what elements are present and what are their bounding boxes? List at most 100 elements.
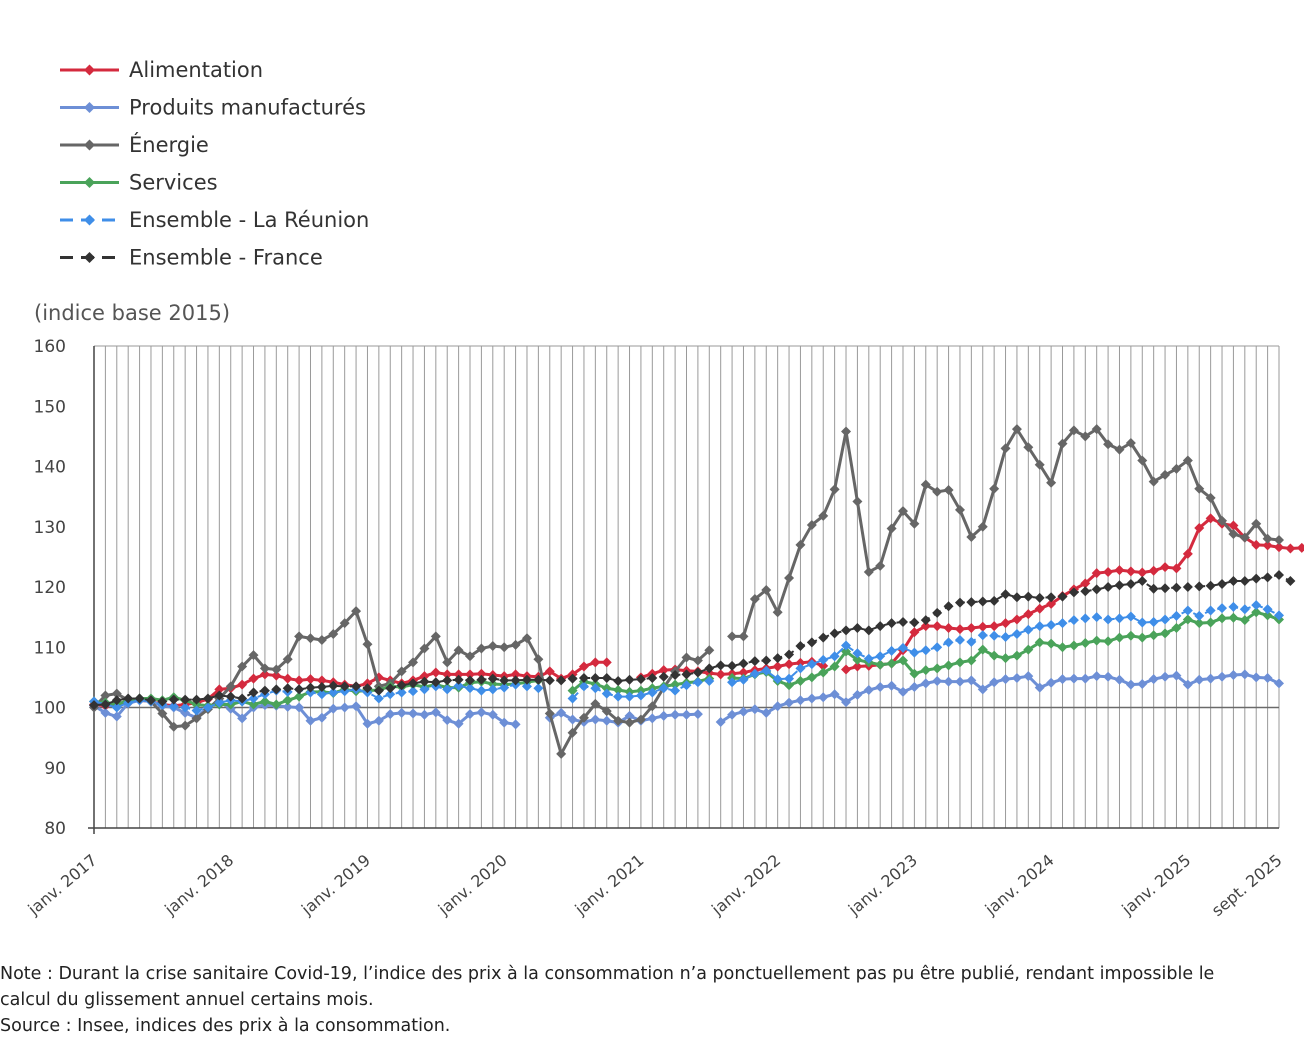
data-point-marker: [1114, 674, 1125, 685]
data-point-marker: [692, 677, 703, 688]
data-point-marker: [180, 694, 191, 705]
data-point-marker: [1137, 455, 1148, 466]
data-point-marker: [761, 585, 772, 596]
data-point-marker: [954, 657, 965, 668]
data-point-marker: [863, 625, 874, 636]
data-point-marker: [544, 675, 555, 686]
data-point-marker: [932, 675, 943, 686]
data-point-marker: [943, 484, 954, 495]
data-point-marker: [362, 639, 373, 650]
data-point-marker: [84, 177, 95, 188]
data-point-marker: [408, 686, 419, 697]
data-point-marker: [339, 702, 350, 713]
data-point-marker: [1103, 566, 1114, 577]
data-point-marker: [1091, 568, 1102, 579]
chart-gridlines: [93, 345, 1280, 828]
data-point-marker: [772, 661, 783, 672]
data-point-marker: [499, 717, 510, 728]
data-point-marker: [1148, 565, 1159, 576]
data-point-marker: [1148, 476, 1159, 487]
chart-legend: Alimentation Produits manufacturés Énergie…: [60, 58, 369, 270]
data-point-marker: [738, 631, 749, 642]
data-point-marker: [237, 693, 248, 704]
data-point-marker: [1034, 637, 1045, 648]
data-point-marker: [134, 693, 145, 704]
data-point-marker: [852, 648, 863, 659]
data-point-marker: [465, 669, 476, 680]
data-point-marker: [1000, 589, 1011, 600]
data-point-marker: [658, 665, 669, 676]
data-point-marker: [84, 214, 95, 226]
data-point-marker: [909, 617, 920, 628]
y-tick-label: 80: [44, 819, 66, 839]
data-point-marker: [784, 659, 795, 670]
data-point-marker: [499, 682, 510, 693]
data-point-marker: [84, 139, 95, 151]
data-point-marker: [100, 707, 111, 718]
data-point-marker: [749, 668, 760, 679]
data-point-marker: [1182, 605, 1193, 616]
data-point-marker: [1239, 575, 1250, 586]
data-point-marker: [601, 683, 612, 694]
data-point-marker: [647, 701, 658, 712]
data-point-marker: [442, 657, 453, 668]
data-point-marker: [1251, 600, 1262, 611]
data-point-marker: [351, 701, 362, 712]
data-point-marker: [487, 709, 498, 720]
data-point-marker: [954, 597, 965, 608]
data-point-marker: [123, 693, 134, 704]
data-point-marker: [328, 687, 339, 698]
data-point-marker: [647, 672, 658, 683]
data-point-marker: [989, 650, 1000, 661]
data-point-marker: [624, 691, 635, 702]
data-point-marker: [430, 677, 441, 688]
data-point-marker: [191, 705, 202, 716]
data-point-marker: [613, 675, 624, 686]
data-point-marker: [1114, 444, 1125, 455]
data-point-marker: [920, 665, 931, 676]
data-point-marker: [784, 680, 795, 691]
data-point-marker: [1125, 611, 1136, 622]
data-point-marker: [453, 669, 464, 680]
data-point-marker: [305, 715, 316, 726]
data-point-marker: [681, 680, 692, 691]
data-point-marker: [852, 496, 863, 507]
data-point-marker: [1080, 673, 1091, 684]
data-point-marker: [920, 678, 931, 689]
data-point-marker: [487, 684, 498, 695]
data-point-marker: [1171, 563, 1182, 574]
x-tick-label: janv. 2025: [1117, 851, 1194, 920]
data-point-marker: [510, 639, 521, 650]
series-line: [93, 573, 1291, 707]
data-point-marker: [465, 675, 476, 686]
data-point-marker: [1023, 609, 1034, 620]
data-point-marker: [84, 102, 95, 113]
data-point-marker: [453, 718, 464, 729]
data-point-marker: [100, 699, 111, 710]
data-point-marker: [590, 672, 601, 683]
data-point-marker: [1274, 610, 1284, 621]
data-point-marker: [1194, 610, 1205, 621]
data-point-marker: [784, 572, 795, 583]
data-point-marker: [556, 707, 567, 718]
data-point-marker: [419, 684, 430, 695]
data-point-marker: [567, 693, 578, 704]
data-point-marker: [476, 643, 487, 654]
data-point-marker: [271, 699, 282, 710]
legend-label: Services: [129, 171, 218, 195]
data-point-marker: [294, 631, 305, 642]
data-point-marker: [1137, 617, 1148, 628]
data-point-marker: [795, 539, 806, 550]
data-point-marker: [852, 654, 863, 665]
data-point-marker: [1080, 578, 1091, 589]
data-point-marker: [1000, 443, 1011, 454]
data-point-marker: [430, 631, 441, 642]
data-point-marker: [1205, 492, 1216, 503]
data-point-marker: [749, 704, 760, 715]
data-point-marker: [784, 673, 795, 684]
data-point-marker: [202, 693, 213, 704]
data-point-marker: [533, 674, 544, 685]
data-point-marker: [943, 637, 954, 648]
data-point-marker: [795, 675, 806, 686]
data-point-marker: [886, 618, 897, 629]
